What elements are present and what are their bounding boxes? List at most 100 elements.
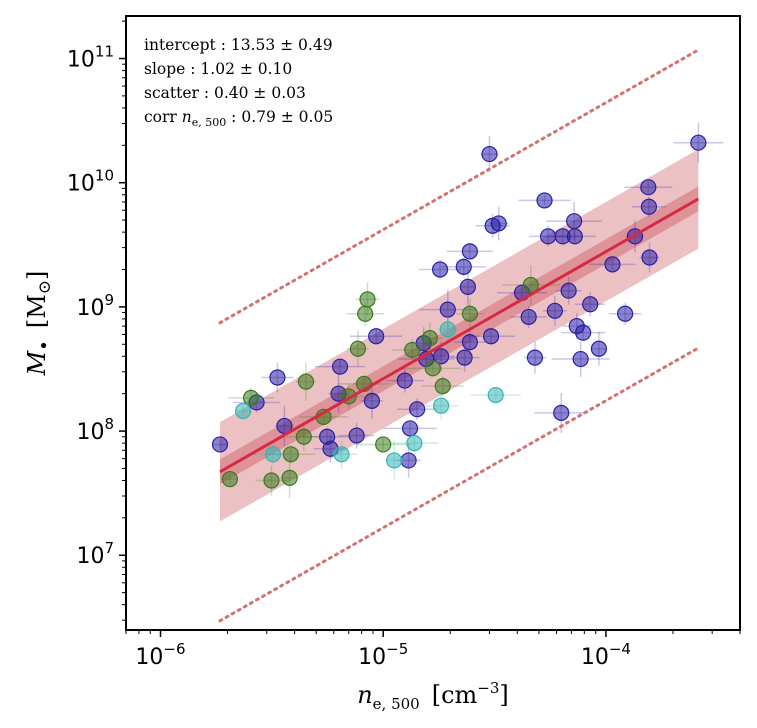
annotation-value: : 0.40 ± 0.03 [199, 84, 306, 102]
green-point [356, 436, 411, 453]
blue-point [639, 242, 660, 273]
marker [401, 420, 419, 437]
green-point [455, 298, 484, 329]
green-point [221, 471, 239, 488]
marker [487, 386, 504, 404]
blue-point [383, 420, 438, 437]
marker [406, 434, 423, 452]
blue-point [338, 422, 375, 449]
fit-line [219, 197, 700, 474]
marker [617, 305, 634, 322]
marker [221, 471, 239, 488]
y-axis-label: M• [M⊙] [23, 271, 55, 377]
cyan-point [325, 439, 358, 470]
marker [575, 324, 592, 341]
blue-point [575, 292, 606, 317]
tick-exponent: 11 [95, 43, 114, 61]
marker [640, 179, 657, 196]
blue-point [459, 267, 476, 306]
blue-point [396, 443, 421, 478]
x-axis-unit-exponent: −3 [477, 679, 499, 697]
tick-base: 10 [581, 645, 609, 670]
green-point [346, 330, 369, 367]
marker [295, 428, 312, 445]
blue-point [446, 243, 493, 260]
tick-exponent: 9 [104, 291, 114, 309]
green-point [392, 338, 433, 361]
x-axis-label: ne, 500 [cm−3] [357, 679, 509, 713]
blue-point [555, 276, 582, 305]
blue-point [211, 436, 229, 453]
marker [386, 452, 403, 469]
blue-point [590, 331, 607, 366]
tick-base: 10 [67, 172, 95, 197]
marker [331, 358, 349, 375]
marker [333, 446, 350, 463]
blue-point [441, 257, 486, 276]
annotation-label: scatter [144, 84, 200, 102]
marker [690, 134, 707, 151]
green-point [295, 362, 316, 401]
marker [560, 282, 577, 299]
blue-point [350, 328, 403, 345]
tick-base: 10 [67, 48, 95, 73]
blue-point [518, 192, 571, 209]
marker [263, 472, 280, 489]
marker [400, 452, 417, 469]
marker [582, 296, 599, 313]
green-point [421, 376, 464, 397]
annotation-line: intercept : 13.53 ± 0.49 [144, 36, 333, 54]
marker [455, 258, 472, 275]
blue-point [561, 324, 606, 341]
y-tick-label: 107 [76, 539, 114, 569]
x-tick-label: 10−6 [135, 640, 185, 670]
marker [546, 302, 563, 319]
green-point [416, 322, 443, 355]
marker [281, 469, 298, 486]
y-tick-label: 1011 [67, 43, 114, 73]
blue-point [529, 226, 568, 247]
marker [269, 369, 286, 386]
blue-point [589, 256, 636, 273]
marker [481, 145, 498, 163]
tick-exponent: −5 [386, 640, 408, 658]
annotation-label: corr [144, 108, 182, 126]
blue-point [609, 302, 642, 325]
marker [348, 427, 365, 444]
y-axis-unit: [M [23, 294, 51, 328]
annotation-symbol: n [182, 108, 192, 126]
marker [235, 402, 252, 420]
annotation-value: : 13.53 ± 0.49 [216, 36, 333, 54]
annotation-line: scatter : 0.40 ± 0.03 [144, 84, 306, 102]
marker [566, 213, 583, 230]
annotation-line: corr ne, 500 : 0.79 ± 0.05 [144, 108, 333, 129]
marker [461, 305, 478, 322]
blue-point [385, 368, 424, 393]
marker [242, 389, 260, 406]
marker [409, 401, 426, 418]
marker [526, 349, 544, 366]
green-point [330, 383, 367, 410]
plot-frame [125, 15, 741, 631]
marker [553, 404, 570, 422]
green-point [501, 265, 560, 306]
x-tick-label: 10−4 [581, 640, 631, 670]
marker [349, 340, 367, 357]
marker [520, 308, 537, 326]
marker [357, 305, 374, 322]
green-point [280, 457, 299, 498]
marker [461, 243, 478, 260]
blue-point [261, 362, 294, 393]
blue-point [303, 427, 352, 446]
tick-exponent: 7 [104, 539, 114, 557]
y-axis-symbol: M [23, 349, 51, 376]
blue-point [427, 341, 456, 372]
marker [359, 291, 376, 308]
blue-point [397, 398, 438, 421]
cyan-point [235, 402, 252, 420]
annotation-value: : 0.79 ± 0.05 [226, 108, 333, 126]
blue-point [480, 136, 499, 173]
marker [522, 276, 539, 294]
